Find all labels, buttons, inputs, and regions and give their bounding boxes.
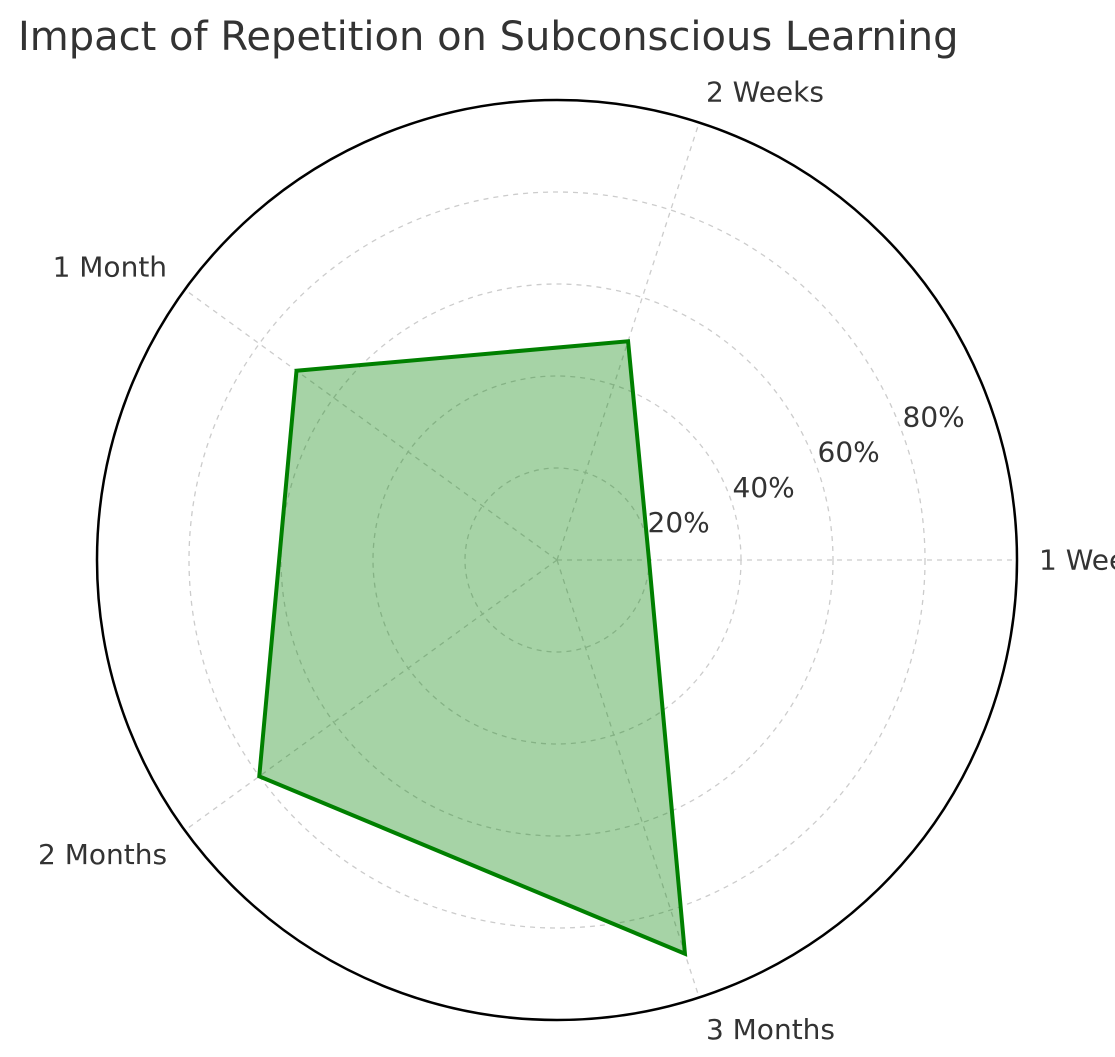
radar-chart-container: 20% 40% 60% 80% 1 Week 2 Weeks 1 Month 2 Months… — [0, 0, 1115, 1057]
axis-label: 1 Week — [1039, 544, 1115, 577]
axis-label: 1 Month — [53, 251, 167, 284]
radar-chart: 20% 40% 60% 80% 1 Week 2 Weeks 1 Month 2 Months… — [0, 0, 1115, 1057]
chart-title: Impact of Repetition on Subconscious Lea… — [18, 14, 959, 60]
rtick-label: 20% — [648, 506, 710, 539]
rtick-label: 40% — [733, 471, 795, 504]
axis-label: 2 Weeks — [706, 76, 824, 109]
axis-label: 2 Months — [38, 838, 167, 871]
rtick-label: 80% — [903, 400, 965, 433]
axis-label: 3 Months — [706, 1013, 835, 1046]
rtick-label: 60% — [818, 436, 880, 469]
